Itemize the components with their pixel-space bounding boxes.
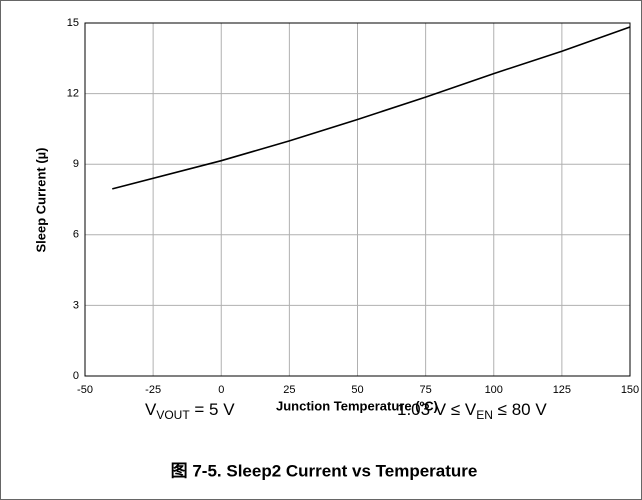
y-tick-label: 3 bbox=[73, 299, 79, 311]
annotation-text: ≤ 80 V bbox=[493, 400, 547, 419]
x-tick-label: 75 bbox=[420, 384, 432, 396]
x-tick-label: -25 bbox=[145, 384, 161, 396]
x-tick-label: 50 bbox=[351, 384, 363, 396]
y-tick-label: 9 bbox=[73, 158, 79, 170]
annotation-subscript: EN bbox=[476, 408, 493, 422]
x-tick-label: 0 bbox=[218, 384, 224, 396]
y-tick-label: 12 bbox=[67, 88, 79, 100]
annotation: 1.03 V ≤ VEN ≤ 80 V bbox=[397, 400, 547, 422]
x-tick-label: 150 bbox=[621, 384, 639, 396]
y-tick-label: 6 bbox=[73, 229, 79, 241]
x-tick-label: 25 bbox=[283, 384, 295, 396]
annotation-text: V bbox=[145, 400, 157, 419]
x-tick-label: -50 bbox=[77, 384, 93, 396]
data-line bbox=[112, 26, 631, 190]
annotation-text: 1.03 V ≤ V bbox=[397, 400, 477, 419]
x-tick-label: 125 bbox=[553, 384, 571, 396]
y-tick-label: 15 bbox=[67, 17, 79, 29]
y-axis-label: Sleep Current (µ) bbox=[33, 147, 48, 252]
annotation-subscript: VOUT bbox=[156, 408, 190, 422]
x-axis-label: Junction Temperature (ºC) bbox=[276, 398, 438, 413]
annotation: VVOUT = 5 V bbox=[145, 400, 235, 422]
plot-frame bbox=[84, 22, 631, 377]
y-tick-label: 0 bbox=[73, 370, 79, 382]
annotation-text: = 5 V bbox=[190, 400, 236, 419]
caption: 图 7-5. Sleep2 Current vs Temperature bbox=[171, 461, 478, 480]
x-tick-label: 100 bbox=[485, 384, 503, 396]
